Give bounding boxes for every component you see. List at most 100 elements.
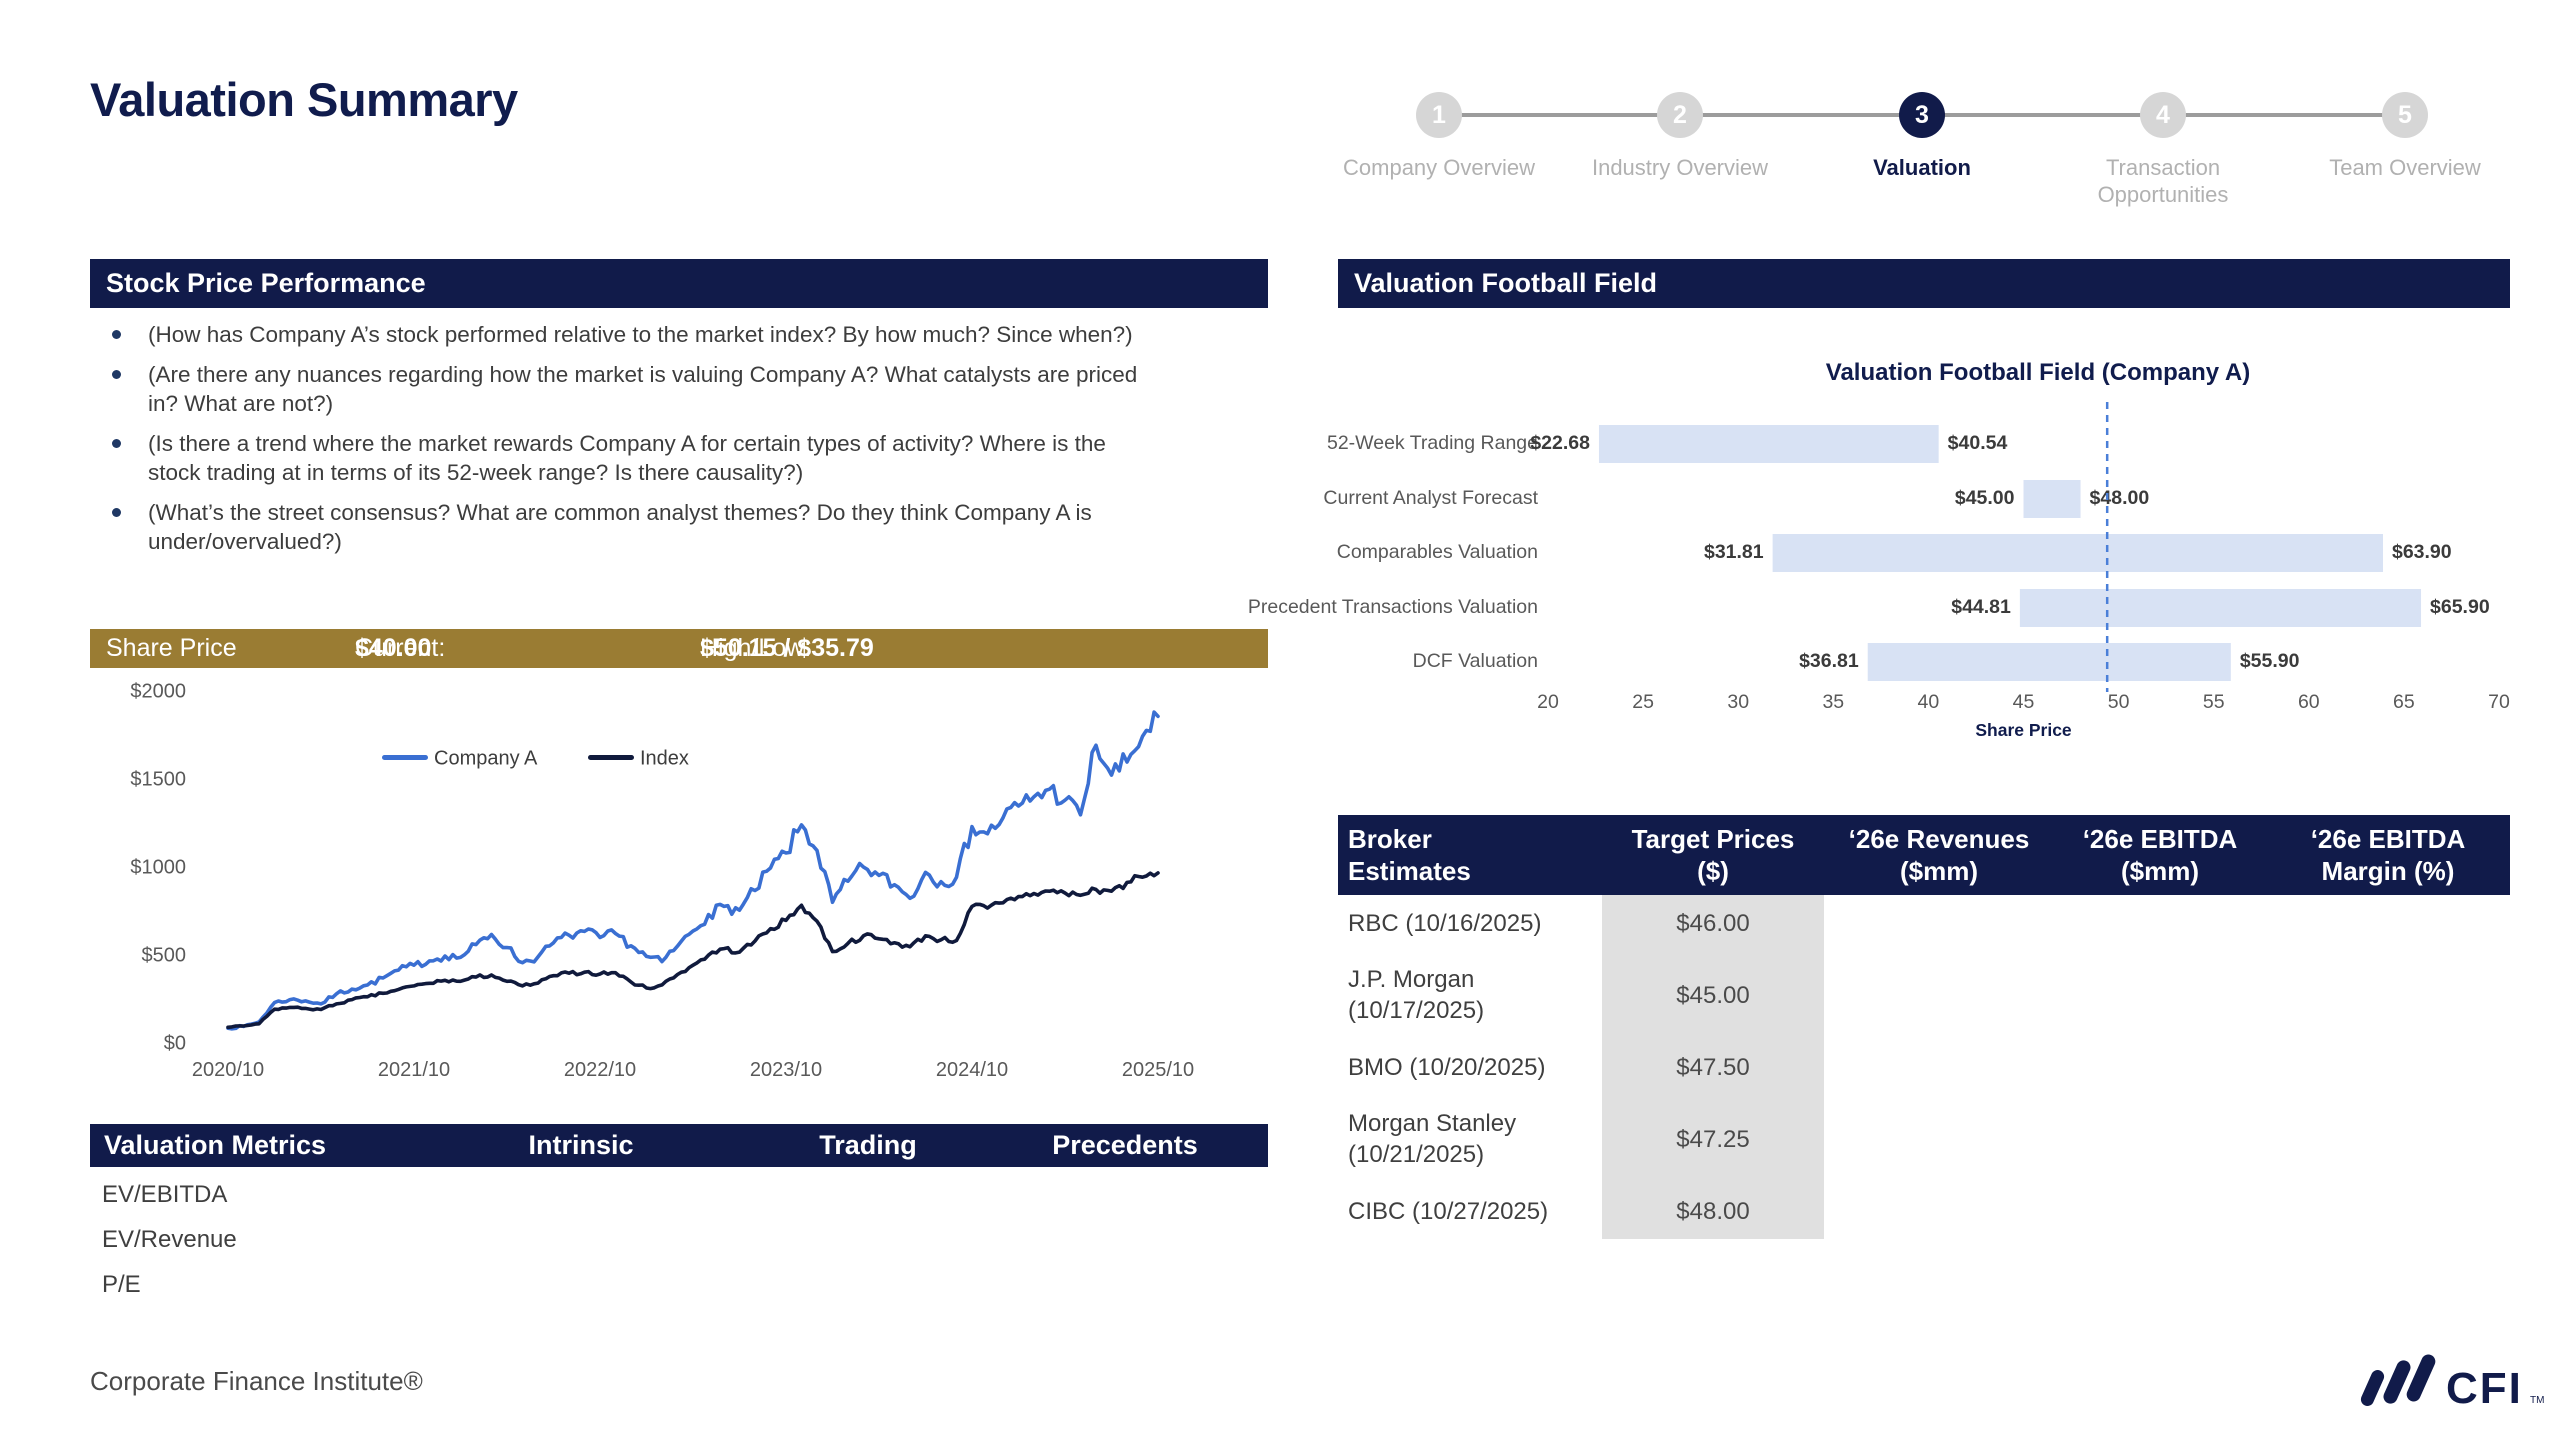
range-bar: [2023, 480, 2081, 518]
football-field-chart-title: Valuation Football Field (Company A): [1826, 359, 2250, 386]
share-price-label: Share Price: [106, 634, 237, 662]
broker-header-cell: ‘26e EBITDA ($mm): [2054, 815, 2266, 895]
y-axis-tick: $1000: [130, 856, 186, 878]
x-axis-tick: 2022/10: [564, 1059, 636, 1081]
metrics-col-title: Valuation Metrics: [104, 1130, 327, 1160]
range-row-label: 52-Week Trading Range: [1327, 432, 1538, 454]
stepper-step-3-label[interactable]: Valuation: [1873, 155, 1971, 180]
x-axis-tick: 2024/10: [936, 1059, 1008, 1081]
stepper-step-4-circle[interactable]: 4: [2140, 92, 2186, 138]
range-max-value: $48.00: [2090, 487, 2150, 509]
football-x-axis-tick: 20: [1537, 691, 1559, 713]
metrics-col-precedents: Precedents: [1052, 1130, 1198, 1160]
table-row: J.P. Morgan (10/17/2025) $45.00: [1338, 951, 2510, 1039]
stepper-step-4-label[interactable]: Transaction Opportunities: [2097, 155, 2229, 207]
football-field-svg: Valuation Football Field (Company A) 52-W…: [1248, 359, 2510, 740]
broker-name-cell: CIBC (10/27/2025): [1348, 1197, 1549, 1225]
broker-name-cell: BMO (10/20/2025): [1348, 1053, 1546, 1081]
range-row-label: Precedent Transactions Valuation: [1248, 596, 1538, 618]
broker-header-line: ($): [1697, 856, 1729, 886]
football-x-axis-tick: 30: [1727, 691, 1749, 713]
broker-header-line: Estimates: [1348, 856, 1471, 886]
current-label: Current:: [355, 634, 446, 662]
football-x-axis-tick: 65: [2393, 691, 2415, 713]
broker-revenues-cell: [1824, 951, 2054, 1039]
bullet-item: (What’s the street consensus? What are c…: [96, 498, 1156, 556]
broker-margin-cell: [2266, 951, 2510, 1039]
broker-name-cell: RBC (10/16/2025): [1348, 909, 1542, 937]
stepper-step-5-circle[interactable]: 5: [2382, 92, 2428, 138]
y-axis-tick: $1500: [130, 768, 186, 790]
broker-target-price-cell: $46.00: [1602, 895, 1824, 951]
broker-header-line: ($mm): [2120, 856, 2199, 886]
stock-price-performance-title: Stock Price Performance: [106, 268, 426, 298]
range-row-label: DCF Valuation: [1413, 650, 1538, 672]
broker-margin-cell: [2266, 895, 2510, 951]
broker-target-price-cell: $47.25: [1602, 1095, 1824, 1183]
y-axis-tick: $0: [164, 1032, 186, 1054]
football-x-axis-tick: 45: [2013, 691, 2035, 713]
y-axis-tick: $2000: [130, 680, 186, 702]
x-axis-tick: 2025/10: [1122, 1059, 1194, 1081]
broker-header-line: Margin (%): [2321, 856, 2455, 886]
broker-header-line: Broker: [1348, 824, 1432, 854]
football-x-axis-tick: 70: [2488, 691, 2510, 713]
svg-text:CFI: CFI: [2446, 1364, 2523, 1413]
football-field-chart: Valuation Football Field (Company A) 52-W…: [1238, 340, 2538, 770]
broker-margin-cell: [2266, 1095, 2510, 1183]
broker-ebitda-cell: [2054, 895, 2266, 951]
football-x-axis-tick: 55: [2203, 691, 2225, 713]
valuation-metrics-header: Valuation Metrics Intrinsic Trading Prec…: [90, 1124, 1268, 1167]
stepper-step-1-label[interactable]: Company Overview: [1343, 155, 1535, 180]
football-x-axis-tick: 40: [1918, 691, 1940, 713]
range-max-value: $40.54: [1948, 432, 2008, 454]
stock-performance-bullets: (How has Company A’s stock performed rel…: [96, 320, 1156, 567]
metrics-col-trading: Trading: [819, 1130, 917, 1160]
x-axis-tick: 2021/10: [378, 1059, 450, 1081]
football-x-axis-tick: 25: [1632, 691, 1654, 713]
bullet-list: (How has Company A’s stock performed rel…: [96, 320, 1156, 556]
table-row: CIBC (10/27/2025) $48.00: [1338, 1183, 2510, 1239]
cfi-triple-slash-icon: CFI TM: [2360, 1354, 2544, 1413]
broker-margin-cell: [2266, 1039, 2510, 1095]
stepper-step-2-circle[interactable]: 2: [1657, 92, 1703, 138]
share-price-bar: Share Price Current: $40.00 High/Low: $5…: [90, 629, 1268, 668]
range-max-value: $63.90: [2392, 541, 2452, 563]
metric-row: EV/Revenue: [102, 1225, 237, 1253]
stock-chart-svg: $0 $500 $1000 $1500 $2000 2020/10 2021/10 2022/…: [130, 680, 1194, 1081]
stock-price-performance-header: Stock Price Performance: [90, 259, 1268, 308]
broker-target-price-cell: $48.00: [1602, 1183, 1824, 1239]
broker-header-line: Target Prices: [1631, 824, 1795, 854]
stepper-step-3-circle[interactable]: 3: [1899, 92, 1945, 138]
broker-table-header: Broker Estimates Target Prices ($) ‘26e Reve…: [1338, 815, 2510, 895]
range-min-value: $36.81: [1799, 650, 1859, 672]
stepper-step-1-circle[interactable]: 1: [1416, 92, 1462, 138]
broker-header-line: ‘26e EBITDA: [2310, 824, 2466, 854]
broker-revenues-cell: [1824, 895, 2054, 951]
legend-label-index: Index: [640, 747, 689, 769]
broker-ebitda-cell: [2054, 1095, 2266, 1183]
x-axis-tick: 2020/10: [192, 1059, 264, 1081]
broker-margin-cell: [2266, 1183, 2510, 1239]
broker-estimates-table: Broker Estimates Target Prices ($) ‘26e Reve…: [1338, 815, 2510, 1239]
metric-row: P/E: [102, 1270, 141, 1298]
broker-ebitda-cell: [2054, 1039, 2266, 1095]
current-value: $40.00: [355, 634, 432, 662]
series-line-index: [226, 871, 1160, 1030]
broker-ebitda-cell: [2054, 951, 2266, 1039]
range-min-value: $45.00: [1955, 487, 2015, 509]
valuation-football-field-title: Valuation Football Field: [1354, 268, 1658, 298]
football-x-axis-label: Share Price: [1975, 720, 2072, 740]
range-max-value: $65.90: [2430, 596, 2490, 618]
page-title: Valuation Summary: [90, 73, 518, 126]
x-axis-tick: 2023/10: [750, 1059, 822, 1081]
table-row: RBC (10/16/2025) $46.00: [1338, 895, 2510, 951]
legend-swatch-index: [588, 755, 634, 760]
legend-swatch-company-a: [382, 755, 428, 760]
share-price-current: Current: $40.00: [355, 629, 445, 668]
stepper-step-5-label[interactable]: Team Overview: [2329, 155, 2481, 180]
range-row-label: Comparables Valuation: [1337, 541, 1538, 563]
stepper-step-2-label[interactable]: Industry Overview: [1591, 155, 1769, 180]
stock-price-chart: $0 $500 $1000 $1500 $2000 2020/10 2021/10 2022/…: [90, 680, 1268, 1088]
